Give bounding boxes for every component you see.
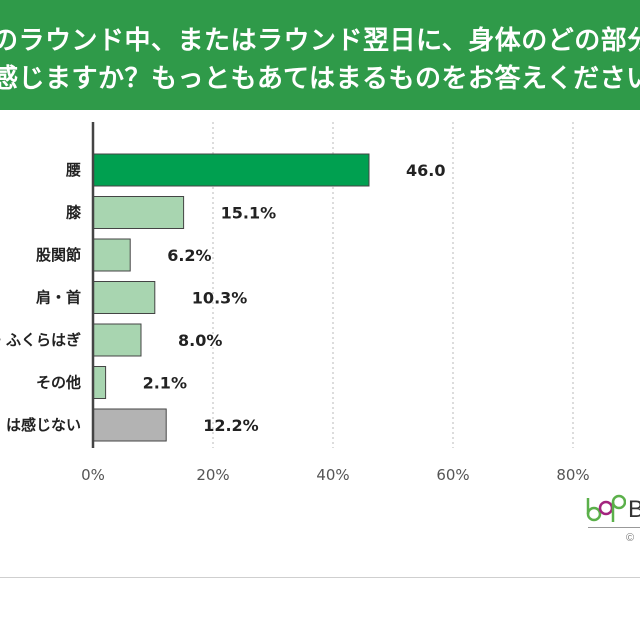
category-label-5: その他 [36,374,81,392]
logo-icon [586,494,627,528]
value-label-6: 12.2% [203,416,259,435]
bottom-divider [0,577,640,578]
bar-3 [92,281,156,314]
bar-6 [92,408,167,442]
bar-chart: 腰 46.0 膝 15.1% 股関節 6.2% 肩・首 10.3% ・ふくらはぎ 8.0% その他 2… [0,122,590,484]
copyright-text: © [626,532,635,544]
title-line-1: のラウンド中、またはラウンド翌日に、身体のどの部分に [0,26,640,56]
value-label-2: 6.2% [167,246,211,265]
category-label-6: は感じない [6,416,81,434]
category-label-4: ・ふくらはぎ [0,331,81,349]
category-label-0: 腰 [65,161,81,179]
x-tick-label-80: 80% [556,466,589,484]
value-label-4: 8.0% [178,331,222,350]
bar-2 [92,238,131,272]
value-label-0: 46.0 [406,161,445,180]
bar-1 [92,196,185,229]
bar-4 [92,323,142,357]
bar-0 [92,153,370,187]
x-tick-label-0: 0% [81,466,105,484]
logo-divider [588,527,640,528]
logo-text: B [628,496,640,523]
x-tick-label-20: 20% [196,466,229,484]
value-label-1: 15.1% [221,204,277,223]
x-tick-label-60: 60% [436,466,469,484]
category-label-1: 膝 [66,204,82,222]
value-label-3: 10.3% [192,289,248,308]
value-label-5: 2.1% [143,374,187,393]
title-banner: のラウンド中、またはラウンド翌日に、身体のどの部分に 感じますか？もっともあては… [0,0,640,110]
category-label-2: 股関節 [36,246,81,264]
title-line-2: 感じますか？もっともあてはまるものをお答えください。 [0,64,640,94]
bar-5 [92,366,107,399]
x-tick-label-40: 40% [316,466,349,484]
category-label-3: 肩・首 [36,289,81,307]
